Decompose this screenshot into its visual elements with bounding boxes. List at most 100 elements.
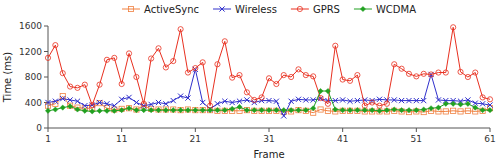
- point-marker: [266, 108, 271, 113]
- series-line: [48, 96, 490, 113]
- point-marker: [126, 95, 131, 100]
- point-marker: [45, 108, 50, 113]
- legend-marker: [360, 6, 365, 11]
- legend-label: GPRS: [313, 4, 340, 15]
- point-marker: [428, 72, 433, 77]
- point-marker: [244, 108, 249, 113]
- point-marker: [104, 108, 109, 113]
- point-marker: [311, 97, 316, 102]
- point-marker: [303, 108, 308, 113]
- point-marker: [149, 108, 154, 113]
- point-marker: [274, 108, 279, 113]
- series-line: [48, 27, 490, 105]
- point-marker: [318, 107, 323, 112]
- series-line: [48, 69, 490, 116]
- point-marker: [347, 78, 352, 83]
- point-marker: [193, 108, 198, 113]
- point-marker: [289, 74, 294, 79]
- x-tick-label: 51: [411, 134, 422, 144]
- point-marker: [207, 108, 212, 113]
- point-marker: [244, 97, 249, 102]
- y-tick: [44, 51, 48, 52]
- point-marker: [296, 67, 301, 72]
- point-marker: [75, 85, 80, 90]
- series: [45, 25, 492, 109]
- point-marker: [421, 98, 426, 103]
- point-marker: [370, 100, 375, 105]
- point-marker: [377, 108, 382, 113]
- point-marker: [281, 113, 286, 118]
- point-marker: [406, 108, 411, 113]
- point-marker: [45, 55, 50, 60]
- point-marker: [451, 101, 456, 106]
- point-marker: [473, 70, 478, 75]
- point-marker: [90, 109, 95, 114]
- point-marker: [230, 100, 235, 105]
- point-marker: [296, 108, 301, 113]
- point-marker: [473, 105, 478, 110]
- point-marker: [112, 108, 117, 113]
- point-marker: [384, 108, 389, 113]
- point-marker: [112, 103, 117, 108]
- point-marker: [355, 72, 360, 77]
- point-marker: [406, 71, 411, 76]
- point-marker: [112, 55, 117, 60]
- point-marker: [60, 105, 65, 110]
- point-marker: [414, 108, 419, 113]
- point-marker: [259, 95, 264, 100]
- x-tick-label: 31: [263, 134, 274, 144]
- y-tick-label: 0: [36, 123, 42, 133]
- point-marker: [399, 108, 404, 113]
- point-marker: [134, 107, 139, 112]
- point-marker: [149, 102, 154, 107]
- plot-area: [45, 25, 492, 119]
- point-marker: [428, 106, 433, 111]
- point-marker: [156, 107, 161, 112]
- point-marker: [347, 108, 352, 113]
- y-tick: [44, 26, 48, 27]
- point-marker: [377, 103, 382, 108]
- point-marker: [178, 108, 183, 113]
- point-marker: [207, 108, 212, 113]
- point-marker: [340, 77, 345, 82]
- legend-marker: [219, 6, 224, 11]
- legend: ActiveSyncWirelessGPRSWCDMA: [122, 4, 416, 15]
- point-marker: [377, 97, 382, 102]
- point-marker: [392, 107, 397, 112]
- y-tick-label: 1200: [19, 47, 42, 57]
- point-marker: [274, 81, 279, 86]
- y-tick-label: 400: [25, 98, 42, 108]
- legend-line: [122, 9, 140, 10]
- x-tick-label: 21: [190, 134, 201, 144]
- point-marker: [443, 101, 448, 106]
- point-marker: [311, 74, 316, 79]
- point-marker: [303, 108, 308, 113]
- point-marker: [134, 74, 139, 79]
- point-marker: [465, 108, 470, 113]
- point-marker: [178, 108, 183, 113]
- y-axis-title: Time (ms): [2, 52, 13, 104]
- point-marker: [163, 107, 168, 112]
- point-marker: [377, 109, 382, 114]
- point-marker: [222, 39, 227, 44]
- point-marker: [75, 107, 80, 112]
- point-marker: [119, 81, 124, 86]
- point-marker: [178, 27, 183, 32]
- point-marker: [215, 62, 220, 67]
- point-marker: [60, 94, 65, 99]
- legend-item: GPRS: [291, 4, 340, 15]
- point-marker: [200, 108, 205, 113]
- point-marker: [200, 60, 205, 65]
- point-marker: [465, 101, 470, 106]
- point-marker: [104, 101, 109, 106]
- point-marker: [45, 100, 50, 105]
- point-marker: [487, 108, 492, 113]
- point-marker: [355, 108, 360, 113]
- point-marker: [185, 70, 190, 75]
- point-marker: [458, 109, 463, 114]
- point-marker: [480, 108, 485, 113]
- point-marker: [185, 95, 190, 100]
- point-marker: [171, 98, 176, 103]
- point-marker: [53, 107, 58, 112]
- point-marker: [222, 99, 227, 104]
